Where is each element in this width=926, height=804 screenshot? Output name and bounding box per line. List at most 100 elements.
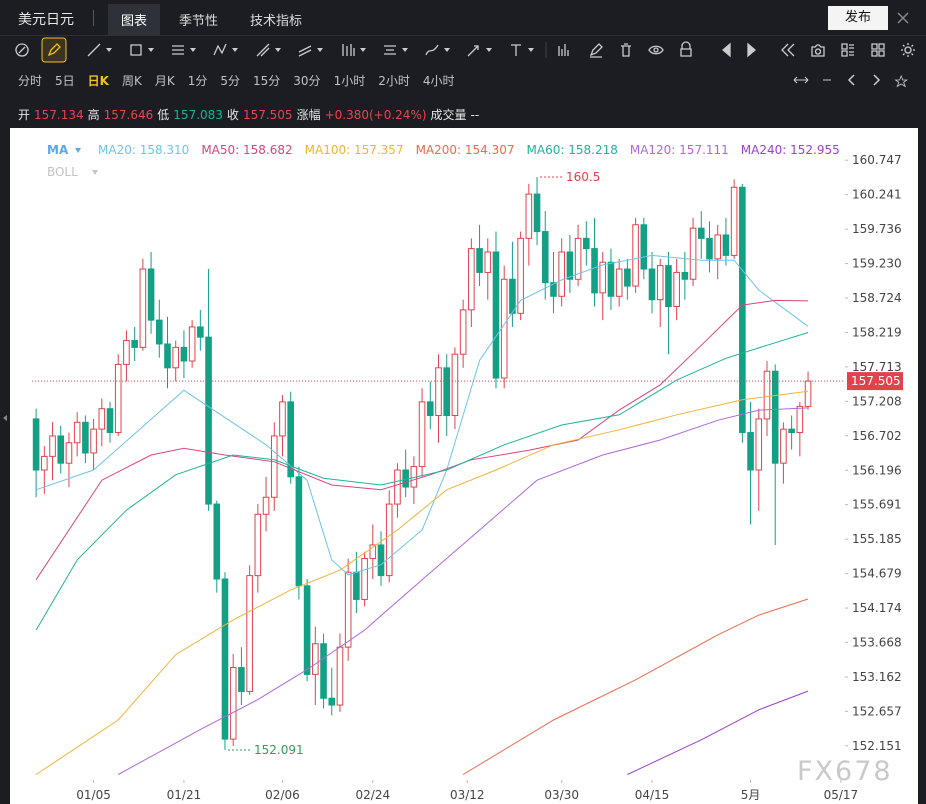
tool-icon[interactable]: [559, 44, 571, 56]
star-icon[interactable]: [894, 74, 909, 88]
tool-icon[interactable]: [256, 43, 270, 57]
candle-body: [262, 496, 270, 515]
tab[interactable]: 图表: [108, 4, 161, 35]
tab[interactable]: 季节性: [179, 14, 219, 29]
candle-body: [640, 224, 648, 270]
candle-body: [361, 558, 368, 600]
period[interactable]: 分时: [18, 74, 43, 88]
active-tool: [41, 37, 67, 63]
candle-body: [468, 248, 475, 311]
tool-icon[interactable]: [841, 43, 854, 57]
candle-body: [418, 401, 426, 468]
quote-value: 157.505: [242, 108, 293, 122]
tool-icon[interactable]: [589, 43, 603, 58]
tool-icon[interactable]: [213, 43, 227, 56]
tool-icon[interactable]: [425, 44, 439, 56]
period[interactable]: 5日: [55, 74, 75, 88]
candle-body: [180, 346, 188, 362]
candle-body: [788, 428, 795, 434]
x-tick-label: 03/30: [544, 788, 579, 802]
candle-body: [739, 186, 746, 434]
extreme-label: 152.091: [254, 743, 304, 757]
period[interactable]: 周K: [121, 74, 142, 88]
candle-body: [229, 667, 237, 740]
period[interactable]: 1小时: [333, 74, 366, 88]
dropdown-caret: [148, 48, 154, 52]
tool-icon[interactable]: [648, 45, 664, 55]
tool-icon[interactable]: [871, 43, 885, 57]
tool-icon[interactable]: [621, 43, 631, 57]
y-tick-label: 160.241: [852, 188, 902, 202]
tool-icon[interactable]: [467, 45, 479, 57]
period[interactable]: 4小时: [422, 74, 455, 88]
collapse-icon[interactable]: [3, 415, 7, 421]
period[interactable]: 月K: [154, 74, 175, 88]
tool-icon[interactable]: [384, 45, 396, 55]
candle-body: [550, 282, 557, 297]
candle-body: [665, 265, 672, 307]
tool-icon[interactable]: [298, 45, 312, 57]
candle-body: [172, 346, 180, 369]
period[interactable]: 日K: [87, 74, 109, 88]
tool-icon[interactable]: [172, 45, 184, 55]
candle-body: [336, 646, 344, 706]
tool-icon[interactable]: [901, 43, 915, 57]
period[interactable]: 1分: [187, 74, 208, 88]
candle-body: [451, 353, 459, 417]
candle-body: [385, 503, 393, 577]
y-tick-label: 158.724: [852, 291, 902, 305]
candle-body: [312, 643, 319, 675]
candle-body: [65, 442, 73, 464]
candle-body: [369, 544, 377, 560]
period[interactable]: 2小时: [378, 74, 410, 88]
ma-line: [35, 299, 809, 580]
candle-body: [90, 428, 97, 454]
candle-body: [492, 251, 500, 379]
candle-body: [73, 421, 81, 444]
candle-body: [459, 309, 467, 355]
tool-icon[interactable]: [511, 44, 521, 56]
tool-icon[interactable]: [722, 42, 731, 58]
separator: [93, 10, 94, 26]
candle-body: [755, 418, 763, 471]
candle-body: [525, 193, 533, 239]
candle-body: [780, 428, 787, 464]
quote-label: 高: [87, 108, 100, 122]
tool-icon[interactable]: [47, 43, 61, 57]
last-price-label: 157.505: [851, 374, 901, 388]
tool-icon[interactable]: [342, 44, 355, 56]
plot: [32, 177, 812, 775]
candle-body: [747, 432, 754, 471]
tool-icon[interactable]: [811, 44, 825, 57]
publish-button[interactable]: 发布: [828, 6, 888, 30]
dropdown-caret: [232, 48, 238, 52]
candle-body: [591, 248, 598, 294]
next-icon[interactable]: [873, 74, 881, 86]
period[interactable]: 5分: [220, 74, 240, 88]
candle-body: [583, 237, 590, 250]
tool-icon[interactable]: [680, 41, 692, 57]
period[interactable]: 15分: [253, 74, 281, 88]
candle-body: [139, 268, 147, 348]
tab[interactable]: 技术指标: [250, 14, 303, 29]
candle-body: [648, 268, 656, 301]
fit-icon[interactable]: [793, 76, 809, 84]
top-bar: 美元日元 图表 季节性 技术指标 发布: [0, 0, 926, 36]
period[interactable]: 30分: [293, 74, 321, 88]
candle-body: [500, 278, 508, 379]
tool-icon[interactable]: [87, 43, 101, 57]
tool-icon[interactable]: [781, 43, 795, 57]
candle-body: [509, 278, 516, 314]
candle-body: [615, 268, 623, 297]
tool-icon[interactable]: [747, 42, 756, 58]
close-icon[interactable]: [896, 11, 910, 25]
tool-icon[interactable]: [15, 43, 29, 57]
candle-body: [328, 697, 336, 706]
candle-body: [771, 370, 779, 464]
ma-line: [35, 390, 809, 775]
prev-icon[interactable]: [847, 74, 855, 86]
y-tick-label: 155.691: [852, 498, 902, 512]
candle-body: [426, 401, 434, 417]
tool-icon[interactable]: [130, 44, 142, 56]
y-tick-label: 160.747: [852, 153, 902, 167]
